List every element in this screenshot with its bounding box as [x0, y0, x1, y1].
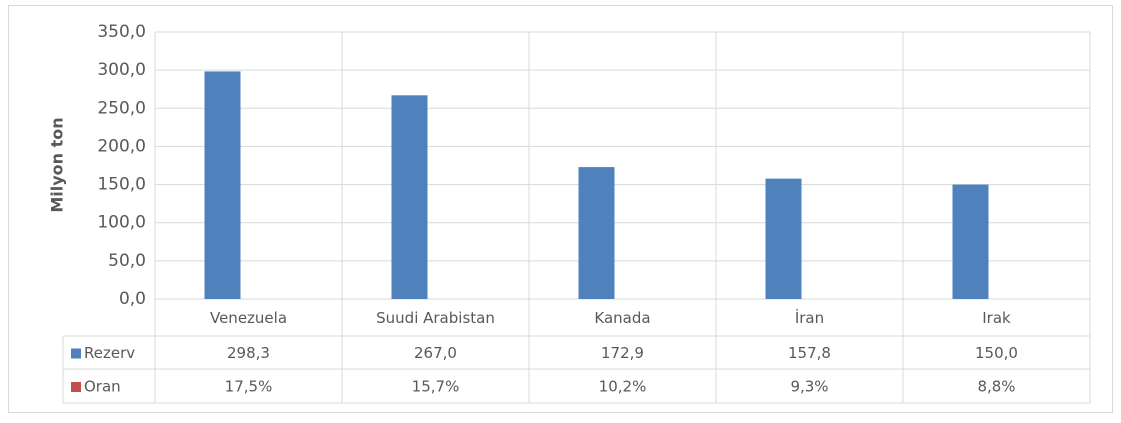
table-cell: 10,2% [599, 378, 647, 396]
x-tick-label: Venezuela [210, 309, 287, 327]
y-tick-label: 150,0 [97, 175, 146, 195]
x-tick-label: İran [795, 308, 824, 327]
table-cell: 15,7% [412, 378, 460, 396]
table-cell: 298,3 [227, 344, 270, 362]
legend-key [71, 382, 81, 392]
y-tick-label: 200,0 [97, 136, 146, 156]
table-cell: 150,0 [975, 344, 1018, 362]
y-tick-label: 100,0 [97, 213, 146, 233]
legend-key [71, 348, 81, 359]
y-tick-label: 0,0 [119, 289, 146, 309]
bar [391, 95, 428, 300]
y-axis-label: Milyon ton [48, 117, 67, 212]
x-tick-label: Kanada [594, 309, 650, 327]
bar [578, 167, 615, 299]
bar [952, 184, 989, 299]
bar [765, 178, 802, 299]
y-tick-label: 350,0 [97, 22, 146, 42]
table-cell: 17,5% [225, 378, 273, 396]
y-tick-label: 250,0 [97, 98, 146, 118]
table-cell: 157,8 [788, 344, 831, 362]
bar [204, 71, 241, 299]
table-cell: 9,3% [790, 378, 828, 396]
x-tick-label: Irak [982, 309, 1011, 327]
table-cell: 8,8% [977, 378, 1015, 396]
x-tick-label: Suudi Arabistan [376, 309, 495, 327]
legend-label: Oran [84, 378, 121, 396]
chart-border [8, 5, 1113, 413]
y-tick-label: 50,0 [108, 251, 146, 271]
table-cell: 267,0 [414, 344, 457, 362]
legend-label: Rezerv [84, 344, 135, 362]
table-cell: 172,9 [601, 344, 644, 362]
y-tick-label: 300,0 [97, 60, 146, 80]
